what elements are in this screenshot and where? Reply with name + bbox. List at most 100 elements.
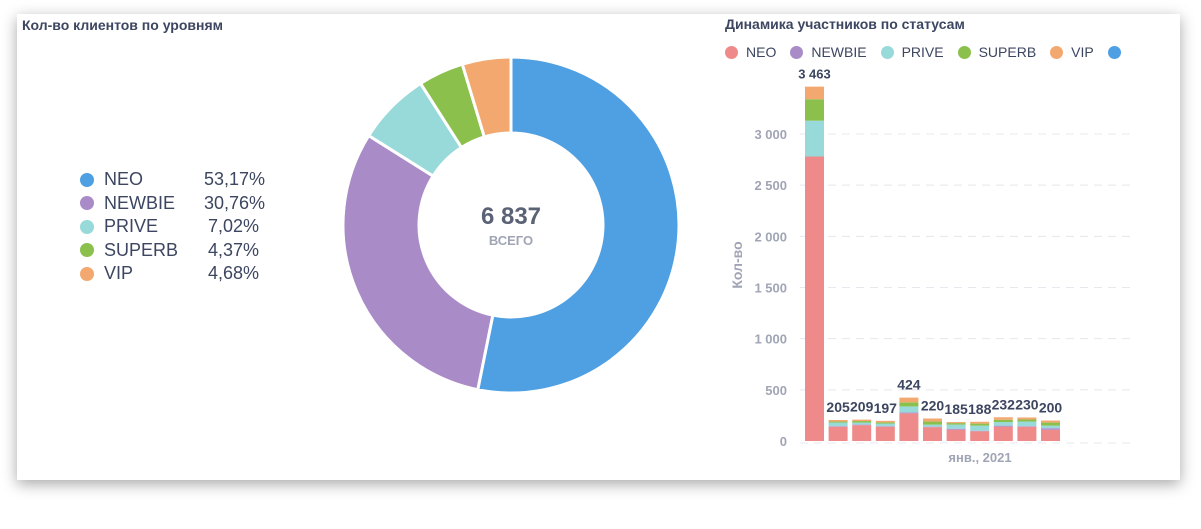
bar-segment-prive[interactable]	[993, 422, 1013, 426]
donut-total-label: ВСЕГО	[489, 233, 533, 248]
bar-segment-neo[interactable]	[1017, 426, 1037, 441]
bar-segment-vip[interactable]	[993, 417, 1013, 420]
bar-total-label: 197	[874, 400, 898, 416]
bar-segment-superb[interactable]	[946, 423, 966, 425]
bar-segment-vip[interactable]	[970, 421, 990, 424]
bar-segment-neo[interactable]	[875, 426, 895, 441]
bar-legend-item[interactable]: SUPERB	[957, 44, 1037, 60]
bar-segment-neo[interactable]	[970, 431, 990, 441]
bar-legend-item[interactable]: PRIVE	[880, 44, 944, 60]
bar-legend-item[interactable]	[1107, 44, 1129, 60]
bar-total-label: 230	[1015, 396, 1039, 412]
bar-segment-newbie[interactable]	[993, 425, 1013, 427]
legend-label: NEWBIE	[811, 44, 867, 60]
bar-segment-newbie[interactable]	[852, 424, 872, 426]
bar-segment-prive[interactable]	[1017, 421, 1037, 427]
bar-segment-superb[interactable]	[852, 421, 872, 423]
bar-segment-prive[interactable]	[899, 406, 919, 413]
bar-segment-superb[interactable]	[805, 99, 824, 121]
bar-total-label: 232	[992, 396, 1016, 412]
bar-segment-prive[interactable]	[828, 422, 848, 427]
bar-segment-vip[interactable]	[1041, 420, 1060, 423]
bar-segment-newbie[interactable]	[946, 428, 966, 430]
bar-segment-neo[interactable]	[993, 426, 1013, 441]
bar-segment-vip[interactable]	[946, 422, 966, 424]
bar-segment-superb[interactable]	[970, 423, 990, 426]
bar-segment-neo[interactable]	[1041, 429, 1060, 441]
donut-slice-newbie[interactable]	[341, 133, 495, 392]
bar-segment-vip[interactable]	[852, 419, 872, 422]
bar-segment-vip[interactable]	[805, 86, 824, 100]
bar-total-label: 424	[897, 377, 921, 393]
legend-label: PRIVE	[104, 216, 159, 237]
donut-legend: NEO 53,17% NEWBIE 30,76% PRIVE 7,02% SUPERB 4,3…	[80, 168, 265, 286]
donut-slice-vip[interactable]	[460, 55, 513, 139]
legend-label: SUPERB	[104, 239, 179, 260]
bar-total-label: 220	[921, 397, 945, 413]
y-tick-label: 500	[765, 383, 787, 398]
y-tick-label: 3 000	[754, 127, 787, 142]
bar-segment-neo[interactable]	[805, 156, 824, 441]
legend-item-superb[interactable]: SUPERB 4,37%	[80, 239, 259, 263]
x-axis-label: янв., 2021	[948, 450, 1011, 465]
bar-segment-prive[interactable]	[852, 422, 872, 425]
donut-slice-neo[interactable]	[475, 55, 681, 395]
bar-segment-superb[interactable]	[993, 419, 1013, 423]
bar-segment-prive[interactable]	[970, 425, 990, 431]
legend-dot-icon	[880, 45, 894, 59]
bar-segment-newbie[interactable]	[1017, 426, 1037, 427]
bar-segment-superb[interactable]	[1017, 419, 1037, 422]
bar-segment-vip[interactable]	[828, 420, 848, 422]
legend-item-vip[interactable]: VIP 4,68%	[80, 262, 259, 286]
bar-segment-newbie[interactable]	[828, 426, 848, 427]
bar-legend: NEO NEWBIE PRIVE SUPERB VIP	[725, 44, 1143, 60]
legend-percent: 4,37%	[207, 239, 259, 260]
legend-item-neo[interactable]: NEO 53,17%	[80, 168, 265, 192]
bar-segment-newbie[interactable]	[875, 426, 895, 427]
bar-segment-prive[interactable]	[875, 423, 895, 427]
legend-item-prive[interactable]: PRIVE 7,02%	[80, 215, 259, 239]
bar-segment-prive[interactable]	[946, 424, 966, 429]
bar-segment-newbie[interactable]	[1041, 428, 1060, 430]
bar-total-label: 209	[850, 399, 874, 415]
bar-segment-neo[interactable]	[852, 425, 872, 441]
bar-segment-neo[interactable]	[899, 413, 919, 441]
bar-segment-newbie[interactable]	[970, 430, 990, 432]
legend-dot-icon	[725, 45, 738, 59]
bar-segment-prive[interactable]	[805, 120, 824, 157]
bar-legend-item[interactable]: NEO	[725, 44, 776, 60]
bar-segment-neo[interactable]	[828, 426, 848, 441]
bar-legend-item[interactable]: VIP	[1050, 44, 1094, 60]
bar-segment-superb[interactable]	[1041, 422, 1060, 426]
bar-total-label: 188	[968, 401, 992, 417]
bar-segment-neo[interactable]	[946, 429, 966, 441]
bar-segment-superb[interactable]	[875, 422, 895, 424]
legend-item-newbie[interactable]: NEWBIE 30,76%	[80, 192, 265, 216]
bar-segment-vip[interactable]	[1017, 417, 1037, 420]
bar-segment-prive[interactable]	[1041, 425, 1060, 429]
legend-dot-icon	[790, 45, 804, 59]
legend-label: PRIVE	[901, 44, 944, 60]
bar-segment-vip[interactable]	[875, 420, 895, 423]
legend-label: NEWBIE	[104, 192, 176, 213]
bar-segment-vip[interactable]	[923, 418, 942, 422]
bar-segment-prive[interactable]	[923, 424, 942, 427]
legend-label: SUPERB	[978, 44, 1037, 60]
bar-segment-superb[interactable]	[899, 402, 919, 407]
bar-segment-superb[interactable]	[923, 421, 942, 425]
bar-segment-newbie[interactable]	[923, 426, 942, 428]
bar-legend-item[interactable]: NEWBIE	[790, 44, 867, 60]
legend-dot-icon	[957, 45, 971, 59]
bar-segment-vip[interactable]	[899, 397, 919, 403]
bar-segment-neo[interactable]	[923, 427, 942, 441]
legend-dot-icon	[80, 172, 94, 187]
bar-total-label: 200	[1039, 400, 1063, 416]
legend-percent: 7,02%	[207, 216, 259, 237]
bar-segment-newbie[interactable]	[899, 412, 919, 414]
donut-total: 6 837	[481, 203, 541, 230]
legend-label: NEO	[104, 169, 144, 190]
y-tick-label: 0	[780, 434, 787, 449]
bar-segment-superb[interactable]	[828, 421, 848, 423]
legend-percent: 4,68%	[207, 263, 259, 284]
